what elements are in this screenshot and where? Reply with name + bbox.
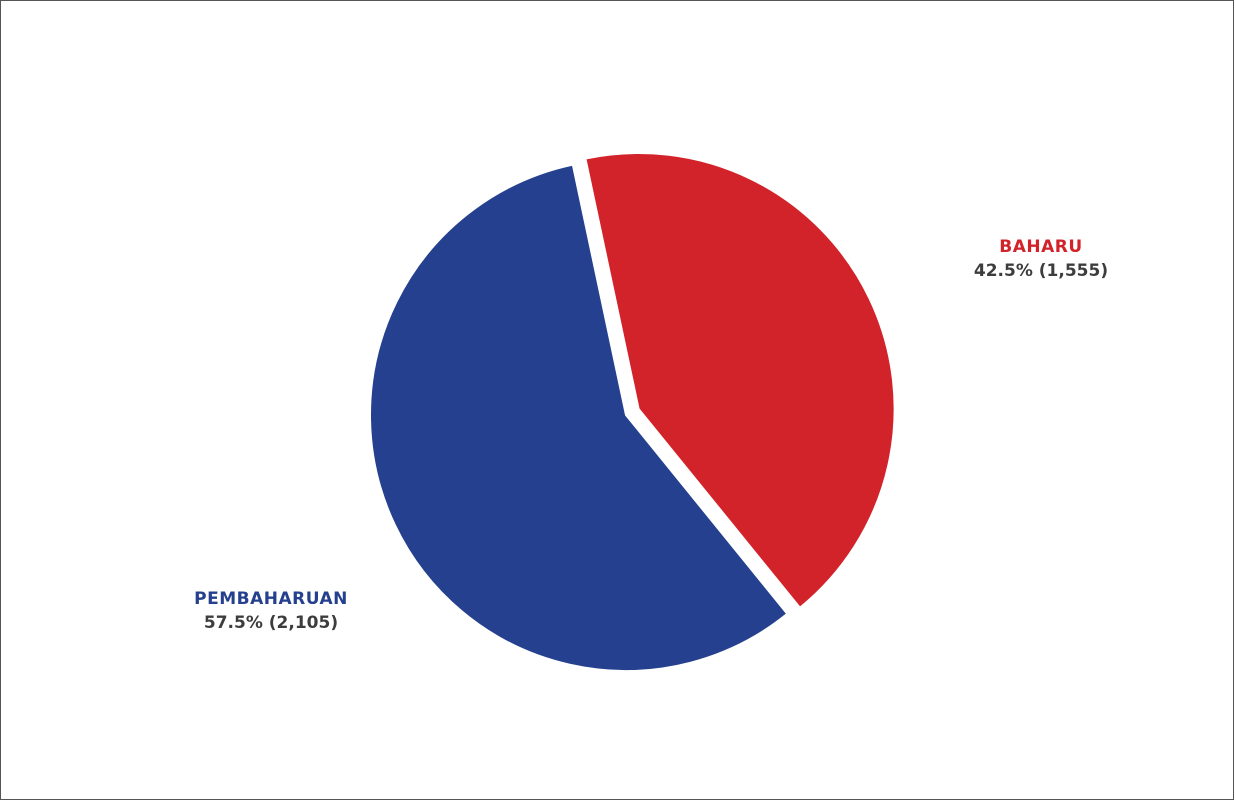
slice-value-pembaharuan: 57.5% (2,105) (203, 613, 339, 633)
slice-name-baharu: BAHARU (999, 237, 1083, 257)
slice-name-pembaharuan: PEMBAHARUAN (194, 589, 348, 609)
slice-label-baharu: BAHARU 42.5% (1,555) (931, 235, 1151, 283)
pie-slice-baharu (584, 151, 896, 610)
slice-value-baharu: 42.5% (1,555) (973, 261, 1109, 281)
pie-slice-pembaharuan (369, 163, 789, 672)
slice-label-pembaharuan: PEMBAHARUAN 57.5% (2,105) (161, 587, 381, 635)
